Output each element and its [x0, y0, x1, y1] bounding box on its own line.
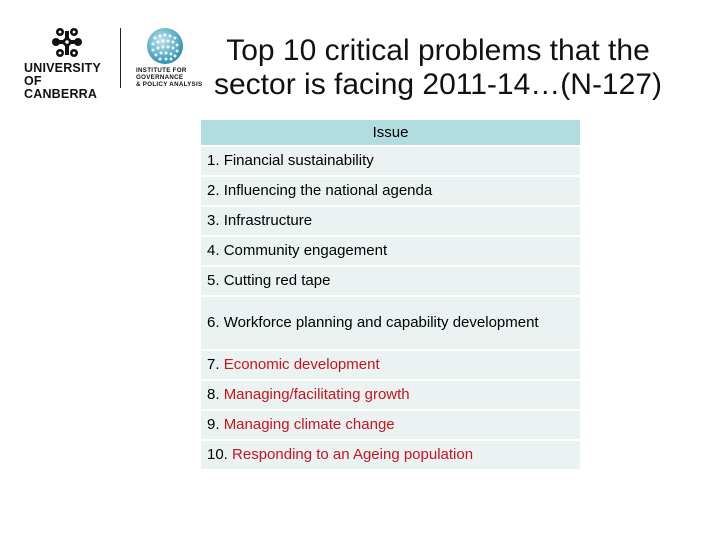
row-text: Community engagement	[223, 242, 388, 259]
row-number: 9.	[207, 416, 220, 433]
row-number: 2.	[207, 182, 220, 199]
row-text: Infrastructure	[223, 212, 313, 229]
table-row: 8. Managing/facilitating growth	[201, 381, 580, 409]
table-row: 2. Influencing the national agenda	[201, 177, 580, 205]
table-row: 9. Managing climate change	[201, 411, 580, 439]
slide-title: Top 10 critical problems that the sector…	[188, 34, 688, 102]
row-number: 8.	[207, 386, 220, 403]
column-header-issue: Issue	[201, 120, 580, 145]
institute-name-line1: INSTITUTE FOR	[136, 67, 187, 74]
table-row: 1. Financial sustainability	[201, 147, 580, 175]
row-number: 3.	[207, 212, 220, 229]
row-text: Cutting red tape	[223, 272, 331, 289]
university-of-canberra-logo: UNIVERSITY OF CANBERRA	[24, 26, 110, 101]
issues-table: Issue 1. Financial sustainability 2. Inf…	[201, 118, 580, 471]
row-number: 1.	[207, 152, 220, 169]
row-number: 5.	[207, 272, 220, 289]
table-row: 7. Economic development	[201, 351, 580, 379]
institute-logo: INSTITUTE FOR GOVERNANCE & POLICY ANALYS…	[131, 26, 202, 92]
university-crest-icon	[52, 28, 82, 57]
row-text: Workforce planning and capability develo…	[223, 314, 539, 331]
row-number: 6.	[207, 314, 220, 331]
row-text: Influencing the national agenda	[223, 182, 433, 199]
globe-icon	[147, 28, 183, 64]
table-row: 6. Workforce planning and capability dev…	[201, 297, 580, 349]
table-row: 10. Responding to an Ageing population	[201, 441, 580, 469]
row-number: 7.	[207, 356, 220, 373]
university-name-line1: UNIVERSITY OF	[24, 61, 101, 88]
university-name-line2: CANBERRA	[24, 87, 98, 101]
row-text-highlighted: Managing climate change	[223, 416, 395, 433]
table-row: 3. Infrastructure	[201, 207, 580, 235]
table-header-row: Issue	[201, 120, 580, 145]
institute-name-line3: & POLICY ANALYSIS	[136, 80, 203, 88]
row-text-highlighted: Managing/facilitating growth	[223, 386, 410, 403]
row-text-highlighted: Responding to an Ageing population	[232, 446, 474, 463]
row-number: 4.	[207, 242, 220, 259]
table-row: 5. Cutting red tape	[201, 267, 580, 295]
slide-title-line2: sector is facing 2011-14…(N-127)	[214, 68, 662, 101]
row-text: Financial sustainability	[223, 152, 374, 169]
row-number: 10.	[207, 446, 228, 463]
table-row: 4. Community engagement	[201, 237, 580, 265]
slide-title-line1: Top 10 critical problems that the	[226, 34, 650, 67]
institute-name-line2: GOVERNANCE	[136, 73, 184, 81]
row-text-highlighted: Economic development	[223, 356, 380, 373]
logo-divider	[120, 28, 121, 88]
